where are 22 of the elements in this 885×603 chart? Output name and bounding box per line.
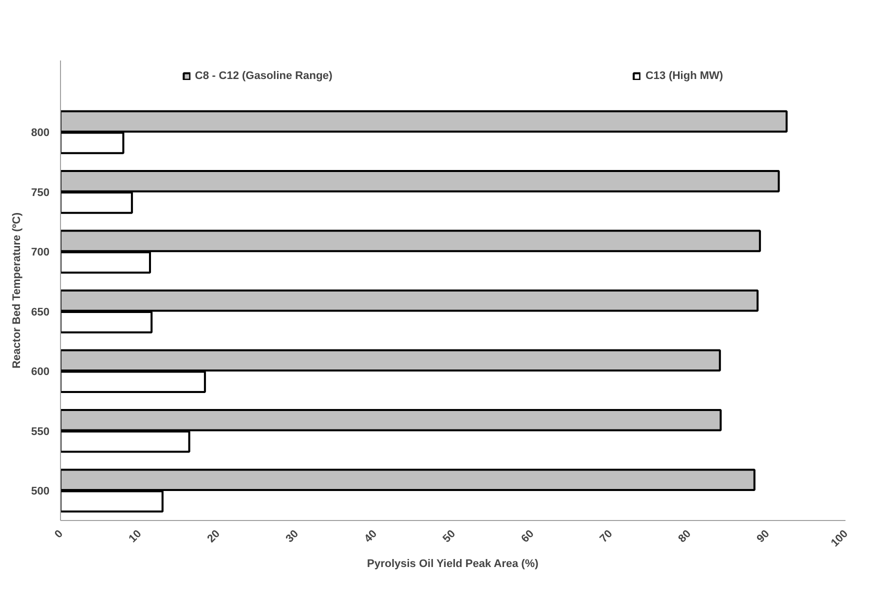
y-tick-label: 750 — [31, 186, 50, 199]
x-tick-label: 50 — [440, 528, 458, 546]
y-axis-title: Reactor Bed Temperature (ºC) — [11, 212, 24, 369]
x-tick-label: 60 — [519, 528, 536, 546]
x-tick-label: 70 — [598, 528, 615, 546]
x-tick-label: 20 — [205, 528, 222, 546]
x-tick-label: 10 — [126, 528, 144, 546]
x-tick-label: 40 — [362, 528, 380, 546]
x-tick-label: 80 — [676, 528, 694, 546]
y-tick-label: 600 — [31, 366, 50, 378]
y-tick-label: 550 — [31, 426, 50, 438]
y-tick-label: 800 — [31, 127, 50, 140]
legend-label: C8 - C12 (Gasoline Range) — [194, 70, 332, 82]
y-tick-label: 650 — [31, 306, 50, 318]
x-tick-label: 100 — [828, 528, 850, 550]
legend-label: C13 (High MW) — [645, 70, 724, 82]
y-tick-label: 500 — [31, 486, 50, 498]
x-tick-label: 30 — [284, 528, 301, 546]
x-axis-title: Pyrolysis Oil Yield Peak Area (%) — [367, 558, 539, 570]
x-tick-label: 90 — [754, 528, 772, 546]
x-tick-label: 0 — [52, 528, 66, 541]
y-tick-label: 700 — [31, 246, 50, 259]
